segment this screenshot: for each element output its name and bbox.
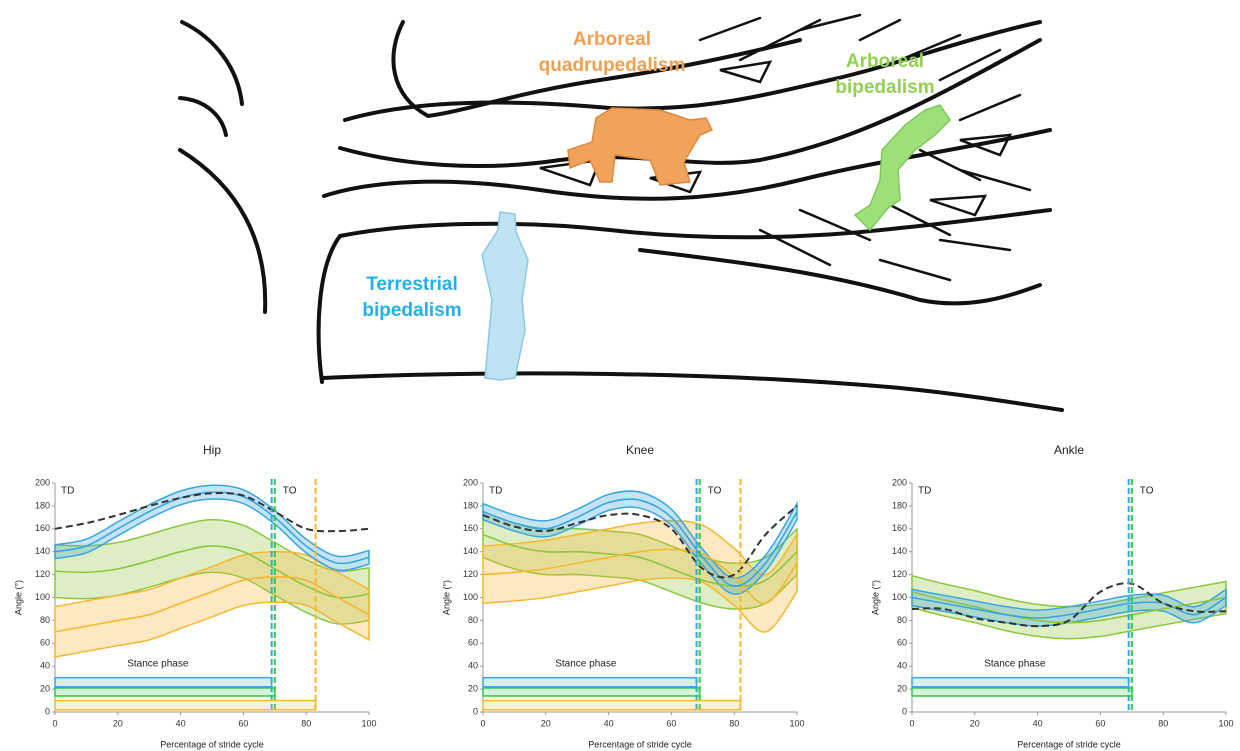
y-tick-label: 80 [468, 615, 478, 625]
y-tick-label: 40 [897, 661, 907, 671]
figure-label: Arboreal [573, 29, 651, 50]
x-tick-label: 80 [301, 718, 311, 728]
y-axis-label: Angle (°) [441, 580, 451, 615]
stance-bar [483, 688, 700, 696]
y-tick-label: 60 [468, 638, 478, 648]
chart-panel: Knee 0 20 40 60 80 100 120 140 160 180 200 0 20 40 60 80… [441, 443, 804, 749]
toe-off-label: TO [283, 486, 297, 497]
y-tick-label: 20 [468, 683, 478, 693]
y-tick-label: 140 [35, 546, 50, 556]
chart-title: Hip [203, 443, 221, 457]
y-tick-label: 180 [463, 500, 478, 510]
touch-down-label: TD [489, 486, 502, 497]
y-axis-label: Angle (°) [870, 580, 880, 615]
y-tick-label: 20 [897, 683, 907, 693]
touch-down-label: TD [61, 486, 74, 497]
x-tick-label: 20 [970, 718, 980, 728]
y-tick-label: 140 [892, 546, 907, 556]
y-tick-label: 180 [892, 500, 907, 510]
toe-off-label: TO [1140, 486, 1154, 497]
toe-off-label: TO [708, 486, 722, 497]
y-tick-label: 0 [45, 706, 50, 716]
y-tick-label: 200 [892, 477, 907, 487]
figure: Arboreal quadrupedalism Arboreal bipedalism… [0, 0, 1240, 751]
y-axis-label: Angle (°) [13, 580, 23, 615]
x-axis-label: Percentage of stride cycle [1017, 739, 1121, 749]
x-tick-label: 80 [729, 718, 739, 728]
x-axis-label: Percentage of stride cycle [160, 739, 264, 749]
y-tick-label: 100 [35, 592, 50, 602]
y-tick-label: 120 [892, 569, 907, 579]
y-tick-label: 100 [463, 592, 478, 602]
y-tick-label: 160 [892, 523, 907, 533]
terrestrial-figure [482, 212, 528, 380]
y-tick-label: 40 [40, 661, 50, 671]
chart-title: Ankle [1054, 443, 1084, 457]
y-tick-label: 160 [35, 523, 50, 533]
x-tick-label: 20 [113, 718, 123, 728]
x-tick-label: 0 [480, 718, 485, 728]
y-tick-label: 80 [40, 615, 50, 625]
figure-label: Terrestrial [366, 274, 458, 295]
x-tick-label: 100 [1218, 718, 1233, 728]
x-tick-label: 80 [1158, 718, 1168, 728]
chart-title: Knee [626, 443, 654, 457]
y-tick-label: 180 [35, 500, 50, 510]
y-tick-label: 80 [897, 615, 907, 625]
stance-bar [912, 688, 1132, 696]
stance-bar [912, 678, 1129, 687]
x-tick-label: 100 [789, 718, 804, 728]
x-tick-label: 40 [604, 718, 614, 728]
touch-down-label: TD [918, 486, 931, 497]
x-tick-label: 40 [176, 718, 186, 728]
stance-label: Stance phase [555, 659, 617, 670]
y-tick-label: 0 [473, 706, 478, 716]
y-tick-label: 200 [35, 477, 50, 487]
chart-panel: Hip 0 20 40 60 80 100 120 140 160 180 200 0 20 40 60 80 1… [13, 443, 376, 749]
x-tick-label: 20 [541, 718, 551, 728]
x-tick-label: 0 [52, 718, 57, 728]
chart-panel: Ankle 0 20 40 60 80 100 120 140 160 180 200 0 20 40 60 8… [870, 443, 1233, 749]
stance-bar [55, 701, 316, 710]
stance-label: Stance phase [984, 659, 1046, 670]
illustration-labels: Arboreal quadrupedalism Arboreal bipedalism… [362, 29, 934, 321]
figure-label: quadrupedalism [539, 55, 686, 76]
y-tick-label: 140 [463, 546, 478, 556]
x-tick-label: 100 [361, 718, 376, 728]
x-tick-label: 60 [238, 718, 248, 728]
stance-bar [483, 701, 740, 710]
figure-label: bipedalism [835, 77, 934, 98]
y-tick-label: 120 [463, 569, 478, 579]
stance-bar [55, 688, 275, 696]
y-tick-label: 20 [40, 683, 50, 693]
stance-label: Stance phase [127, 659, 189, 670]
x-tick-label: 60 [1095, 718, 1105, 728]
figure-label: Arboreal [846, 51, 924, 72]
y-tick-label: 120 [35, 569, 50, 579]
y-tick-label: 160 [463, 523, 478, 533]
y-tick-label: 0 [902, 706, 907, 716]
stance-bar [55, 678, 272, 687]
y-tick-label: 60 [897, 638, 907, 648]
x-tick-label: 0 [909, 718, 914, 728]
x-axis-label: Percentage of stride cycle [588, 739, 692, 749]
x-tick-label: 40 [1033, 718, 1043, 728]
stance-bar [483, 678, 697, 687]
x-tick-label: 60 [666, 718, 676, 728]
y-tick-label: 100 [892, 592, 907, 602]
y-tick-label: 40 [468, 661, 478, 671]
y-tick-label: 60 [40, 638, 50, 648]
y-tick-label: 200 [463, 477, 478, 487]
figure-label: bipedalism [362, 300, 461, 321]
